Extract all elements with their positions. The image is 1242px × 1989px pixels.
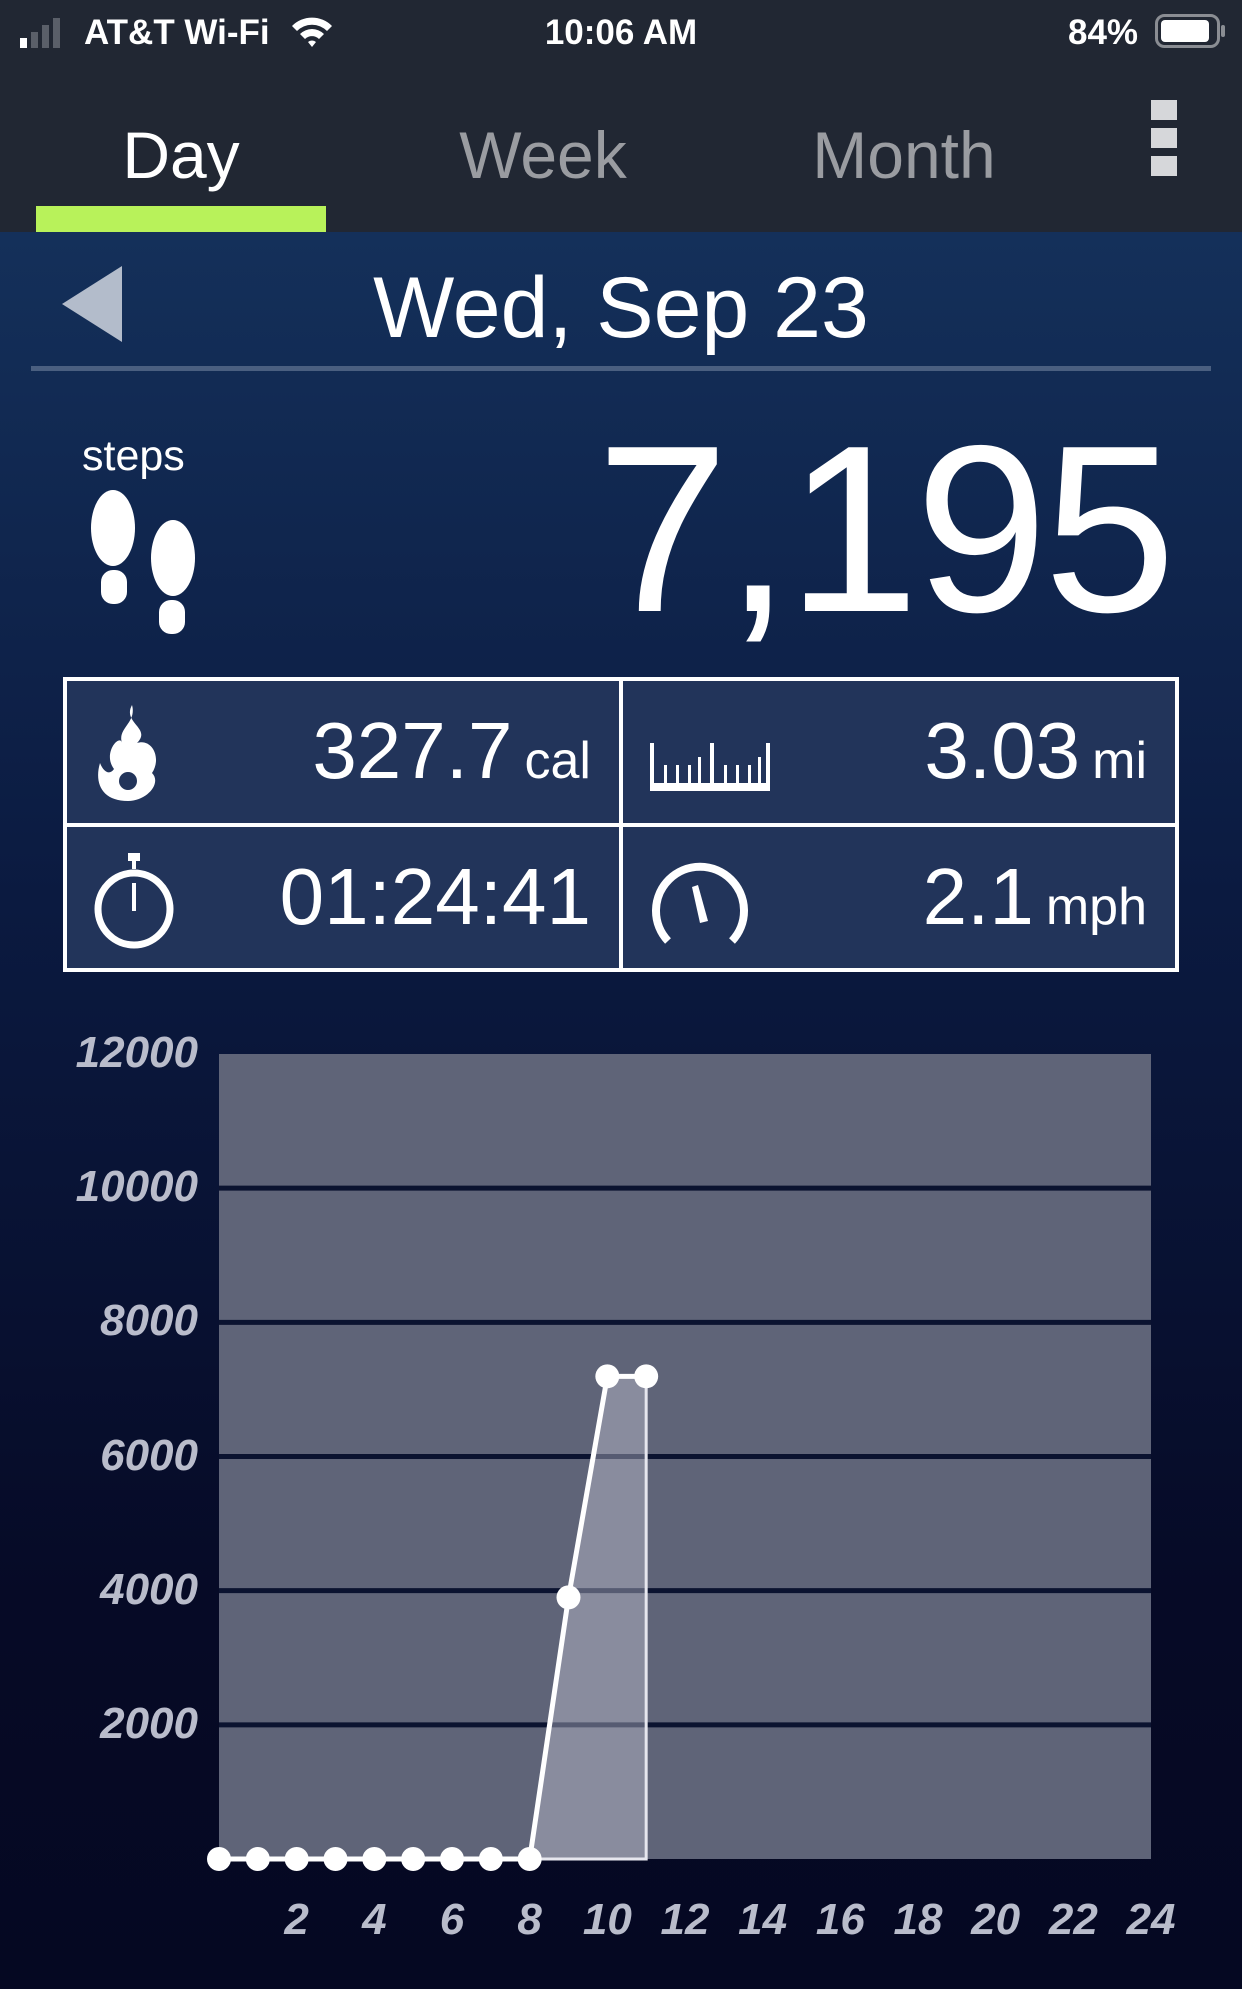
data-point [595,1364,620,1389]
y-tick-label: 6000 [100,1430,198,1480]
y-tick-label: 10000 [75,1162,198,1212]
tab-month[interactable]: Month [812,118,996,192]
x-tick-label: 16 [815,1895,865,1944]
data-point [401,1847,426,1871]
duration-cell: 01:24:41 [67,826,619,968]
data-point [245,1847,270,1871]
previous-day-arrow-icon[interactable] [60,264,124,344]
y-tick-label: 8000 [100,1296,198,1346]
x-tick-label: 6 [439,1895,465,1944]
stopwatch-icon [94,852,174,948]
data-point [556,1585,581,1610]
calories-unit: cal [524,732,591,790]
stats-grid: 327.7 cal 3.03 mi 01:24:41 2.1 mph [63,677,1179,972]
menu-dot [1151,128,1177,148]
speed-unit: mph [1045,877,1147,936]
calories-value: 327.7 [312,706,513,795]
data-point [323,1847,348,1871]
x-tick-label: 14 [738,1895,788,1944]
flame-icon [98,705,157,801]
distance-value: 3.03 [924,706,1081,795]
y-tick-label: 4000 [100,1564,198,1614]
active-tab-indicator [36,206,326,232]
clock: 10:06 AM [544,13,698,52]
x-tick-label: 4 [362,1895,387,1944]
battery-percent: 84% [1068,13,1139,52]
x-tick-label: 20 [971,1895,1021,1944]
y-tick-label: 12000 [75,1028,198,1077]
speedometer-icon [652,862,748,944]
x-tick-label: 24 [1126,1895,1176,1944]
signal-icon [20,18,60,48]
calories-cell: 327.7 cal [67,681,619,823]
duration-value: 01:24:41 [279,851,591,941]
speed-cell: 2.1 mph [623,826,1175,968]
x-tick-label: 12 [660,1895,710,1944]
data-point [440,1847,464,1871]
data-point [284,1847,309,1871]
date-title: Wed, Sep 23 [373,260,869,356]
x-tick-label: 10 [582,1895,632,1944]
x-tick-label: 22 [1048,1895,1098,1944]
battery-icon [1155,14,1225,48]
more-menu-button[interactable] [1145,98,1185,178]
x-tick-label: 8 [517,1895,542,1944]
data-point [362,1847,387,1871]
menu-dot [1151,156,1177,176]
data-point [517,1847,542,1871]
top-bar [0,0,1242,232]
wifi-icon [292,17,332,47]
data-point [478,1847,503,1871]
x-tick-label: 18 [893,1895,943,1944]
carrier: AT&T Wi-Fi [84,13,270,52]
distance-unit: mi [1092,732,1147,790]
divider [31,366,1211,371]
distance-cell: 3.03 mi [623,681,1175,823]
data-point [634,1364,659,1389]
tab-day[interactable]: Day [122,118,240,192]
x-tick-label: 2 [284,1895,309,1944]
steps-count: 7,195 [596,397,1176,662]
speed-value: 2.1 [922,851,1034,941]
ruler-icon [650,743,770,791]
steps-chart [207,1054,1151,1871]
menu-dot [1151,100,1177,120]
tab-week[interactable]: Week [459,118,627,192]
footprints-icon [91,490,195,634]
data-point [207,1847,231,1871]
steps-label: steps [82,432,185,480]
y-tick-label: 2000 [100,1698,198,1748]
